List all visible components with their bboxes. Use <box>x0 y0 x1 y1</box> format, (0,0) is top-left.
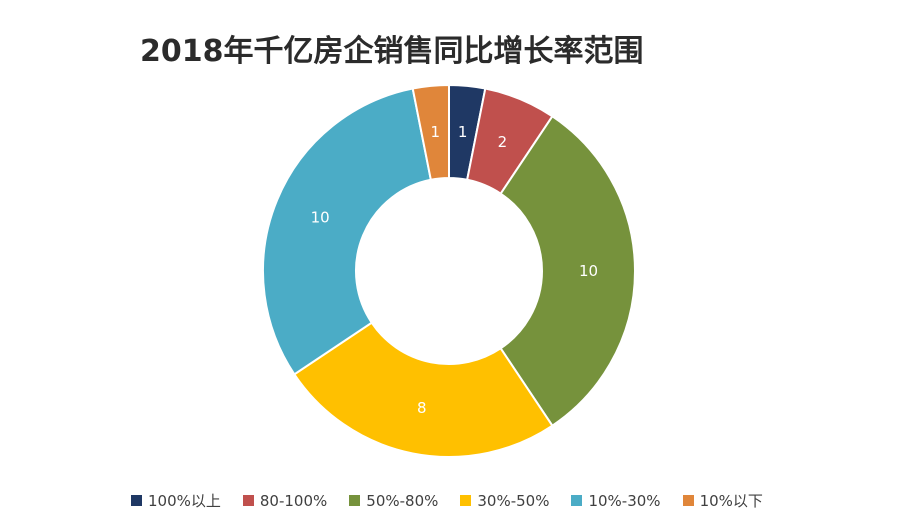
legend-label: 10%以下 <box>699 492 763 510</box>
data-label-3: 10 <box>579 262 598 280</box>
legend-label: 100%以上 <box>148 492 221 510</box>
data-label-5: 10 <box>311 209 330 227</box>
legend-swatch <box>349 495 361 506</box>
legend-swatch <box>131 495 142 506</box>
data-label-1: 1 <box>458 123 468 141</box>
donut-slice-5 <box>262 87 433 376</box>
chart-title: 2018年千亿房企销售同比增长率范围 <box>140 34 644 69</box>
legend-swatch <box>571 495 583 506</box>
legend-item-4: 30%-50% <box>460 490 549 511</box>
legend-item-6: 10%以下 <box>682 490 763 511</box>
legend-item-2: 80-100% <box>242 490 328 511</box>
legend-label: 10%-30% <box>588 491 661 510</box>
data-label-6: 1 <box>431 123 441 141</box>
legend-label: 80-100% <box>259 491 328 510</box>
data-label-4: 8 <box>417 399 427 417</box>
legend-item-3: 50%-80% <box>349 490 438 511</box>
legend-swatch <box>682 495 694 506</box>
legend-item-5: 10%-30% <box>571 490 661 511</box>
data-label-2: 2 <box>498 133 508 151</box>
chart-legend: 100%以上 80-100% 50%-80% 30%-50% 10%-30% 10%以下 <box>131 490 763 511</box>
donut-slice-4 <box>292 321 554 458</box>
legend-swatch <box>242 495 254 506</box>
legend-label: 50%-80% <box>366 491 439 510</box>
legend-label: 30%-50% <box>477 491 550 510</box>
donut-slice-3 <box>499 114 636 428</box>
legend-item-1: 100%以上 <box>131 490 221 511</box>
legend-swatch <box>460 495 472 506</box>
donut-slice-6 <box>411 83 450 181</box>
